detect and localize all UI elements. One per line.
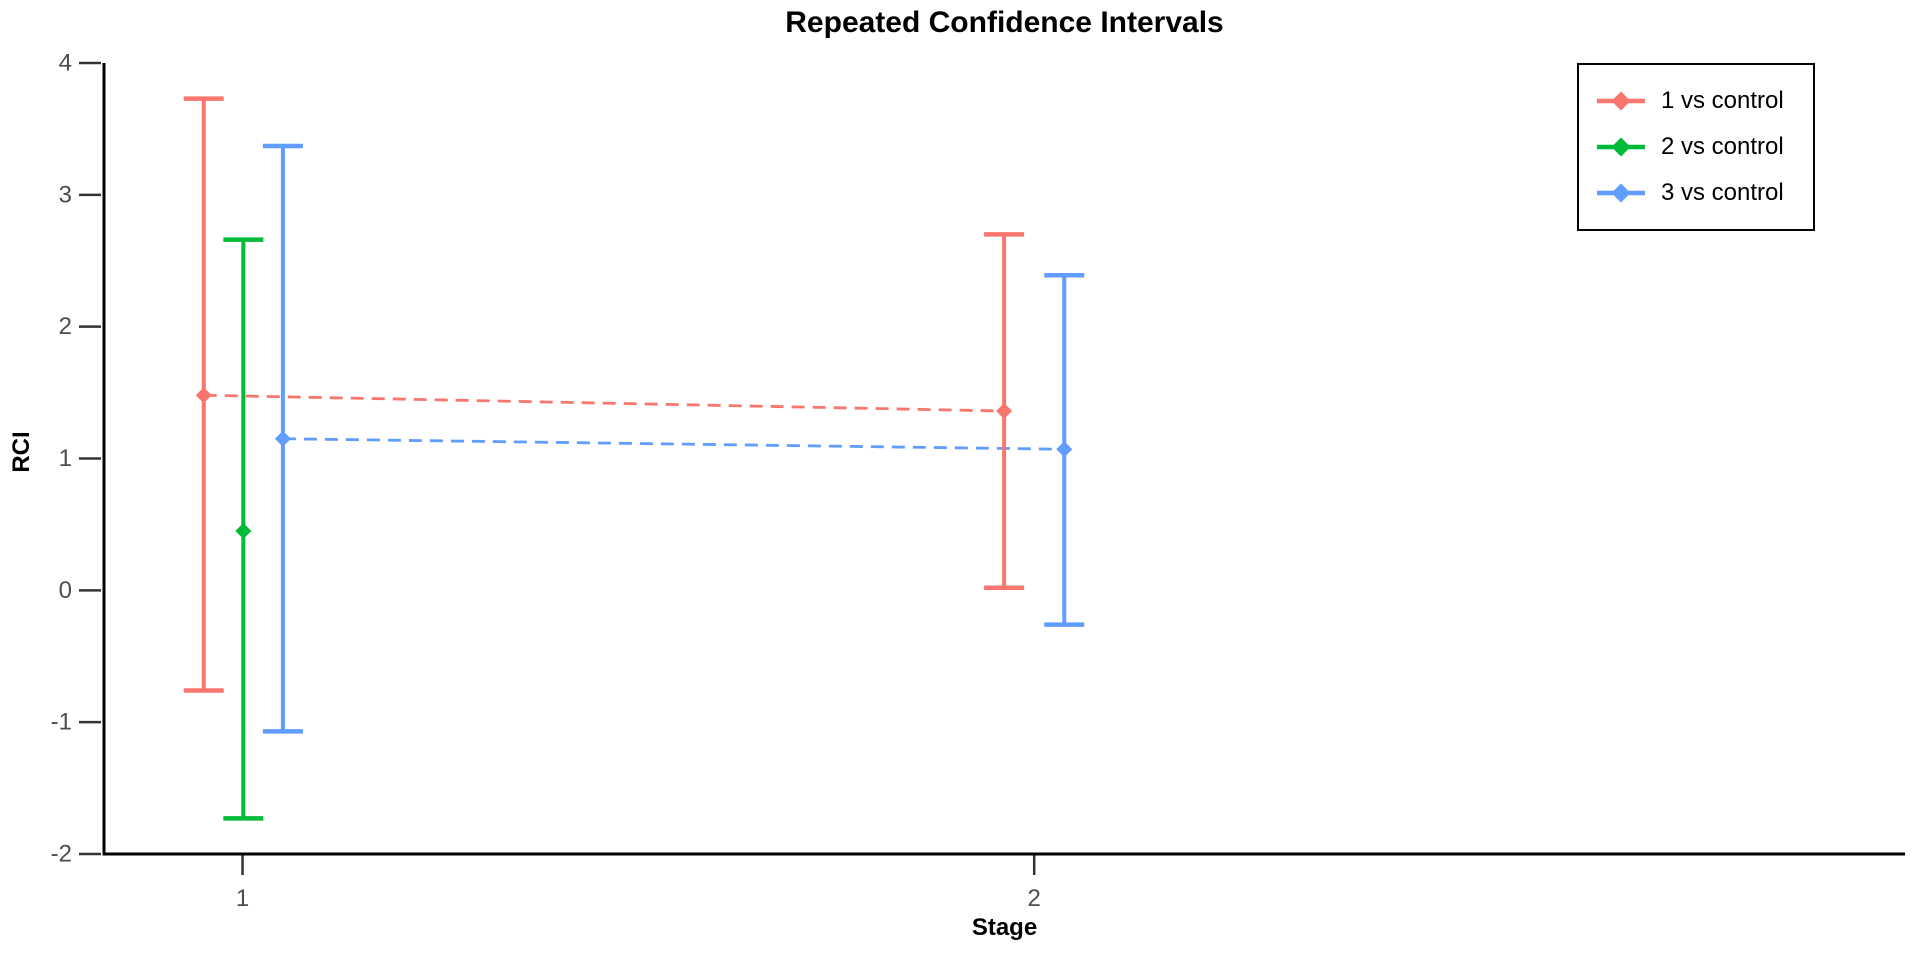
- legend-item: 1 vs control: [1595, 82, 1813, 120]
- trend-connector: [282, 437, 1065, 451]
- y-axis-title: RCI: [8, 431, 35, 473]
- trend-connector: [203, 393, 1005, 413]
- estimate-marker: [996, 403, 1013, 420]
- estimate-marker: [1056, 441, 1073, 458]
- y-tick-label: 4: [59, 50, 72, 77]
- y-tick-label: 0: [59, 577, 72, 604]
- estimate-marker: [235, 523, 252, 540]
- legend-item: 3 vs control: [1595, 174, 1813, 212]
- y-tick-label: 2: [59, 313, 72, 340]
- estimate-marker: [195, 387, 212, 404]
- chart-title: Repeated Confidence Intervals: [785, 6, 1224, 39]
- legend-item-label: 3 vs control: [1661, 179, 1784, 206]
- legend-key-icon: [1597, 91, 1645, 111]
- y-tick-label: 3: [59, 181, 72, 208]
- x-axis-title: Stage: [971, 914, 1038, 941]
- estimate-marker: [274, 430, 291, 447]
- legend-key-icon: [1597, 183, 1645, 203]
- x-tick-label: 1: [236, 885, 249, 912]
- legend-item: 2 vs control: [1595, 128, 1813, 166]
- y-tick-label: -2: [51, 841, 72, 868]
- y-tick-label: 1: [59, 445, 72, 472]
- x-tick-label: 2: [1028, 885, 1041, 912]
- legend-item-label: 2 vs control: [1661, 133, 1784, 160]
- legend-key-icon: [1597, 137, 1645, 157]
- legend: 1 vs control 2 vs control 3 vs control: [1577, 63, 1815, 231]
- y-tick-label: -1: [51, 709, 72, 736]
- legend-item-label: 1 vs control: [1661, 87, 1784, 114]
